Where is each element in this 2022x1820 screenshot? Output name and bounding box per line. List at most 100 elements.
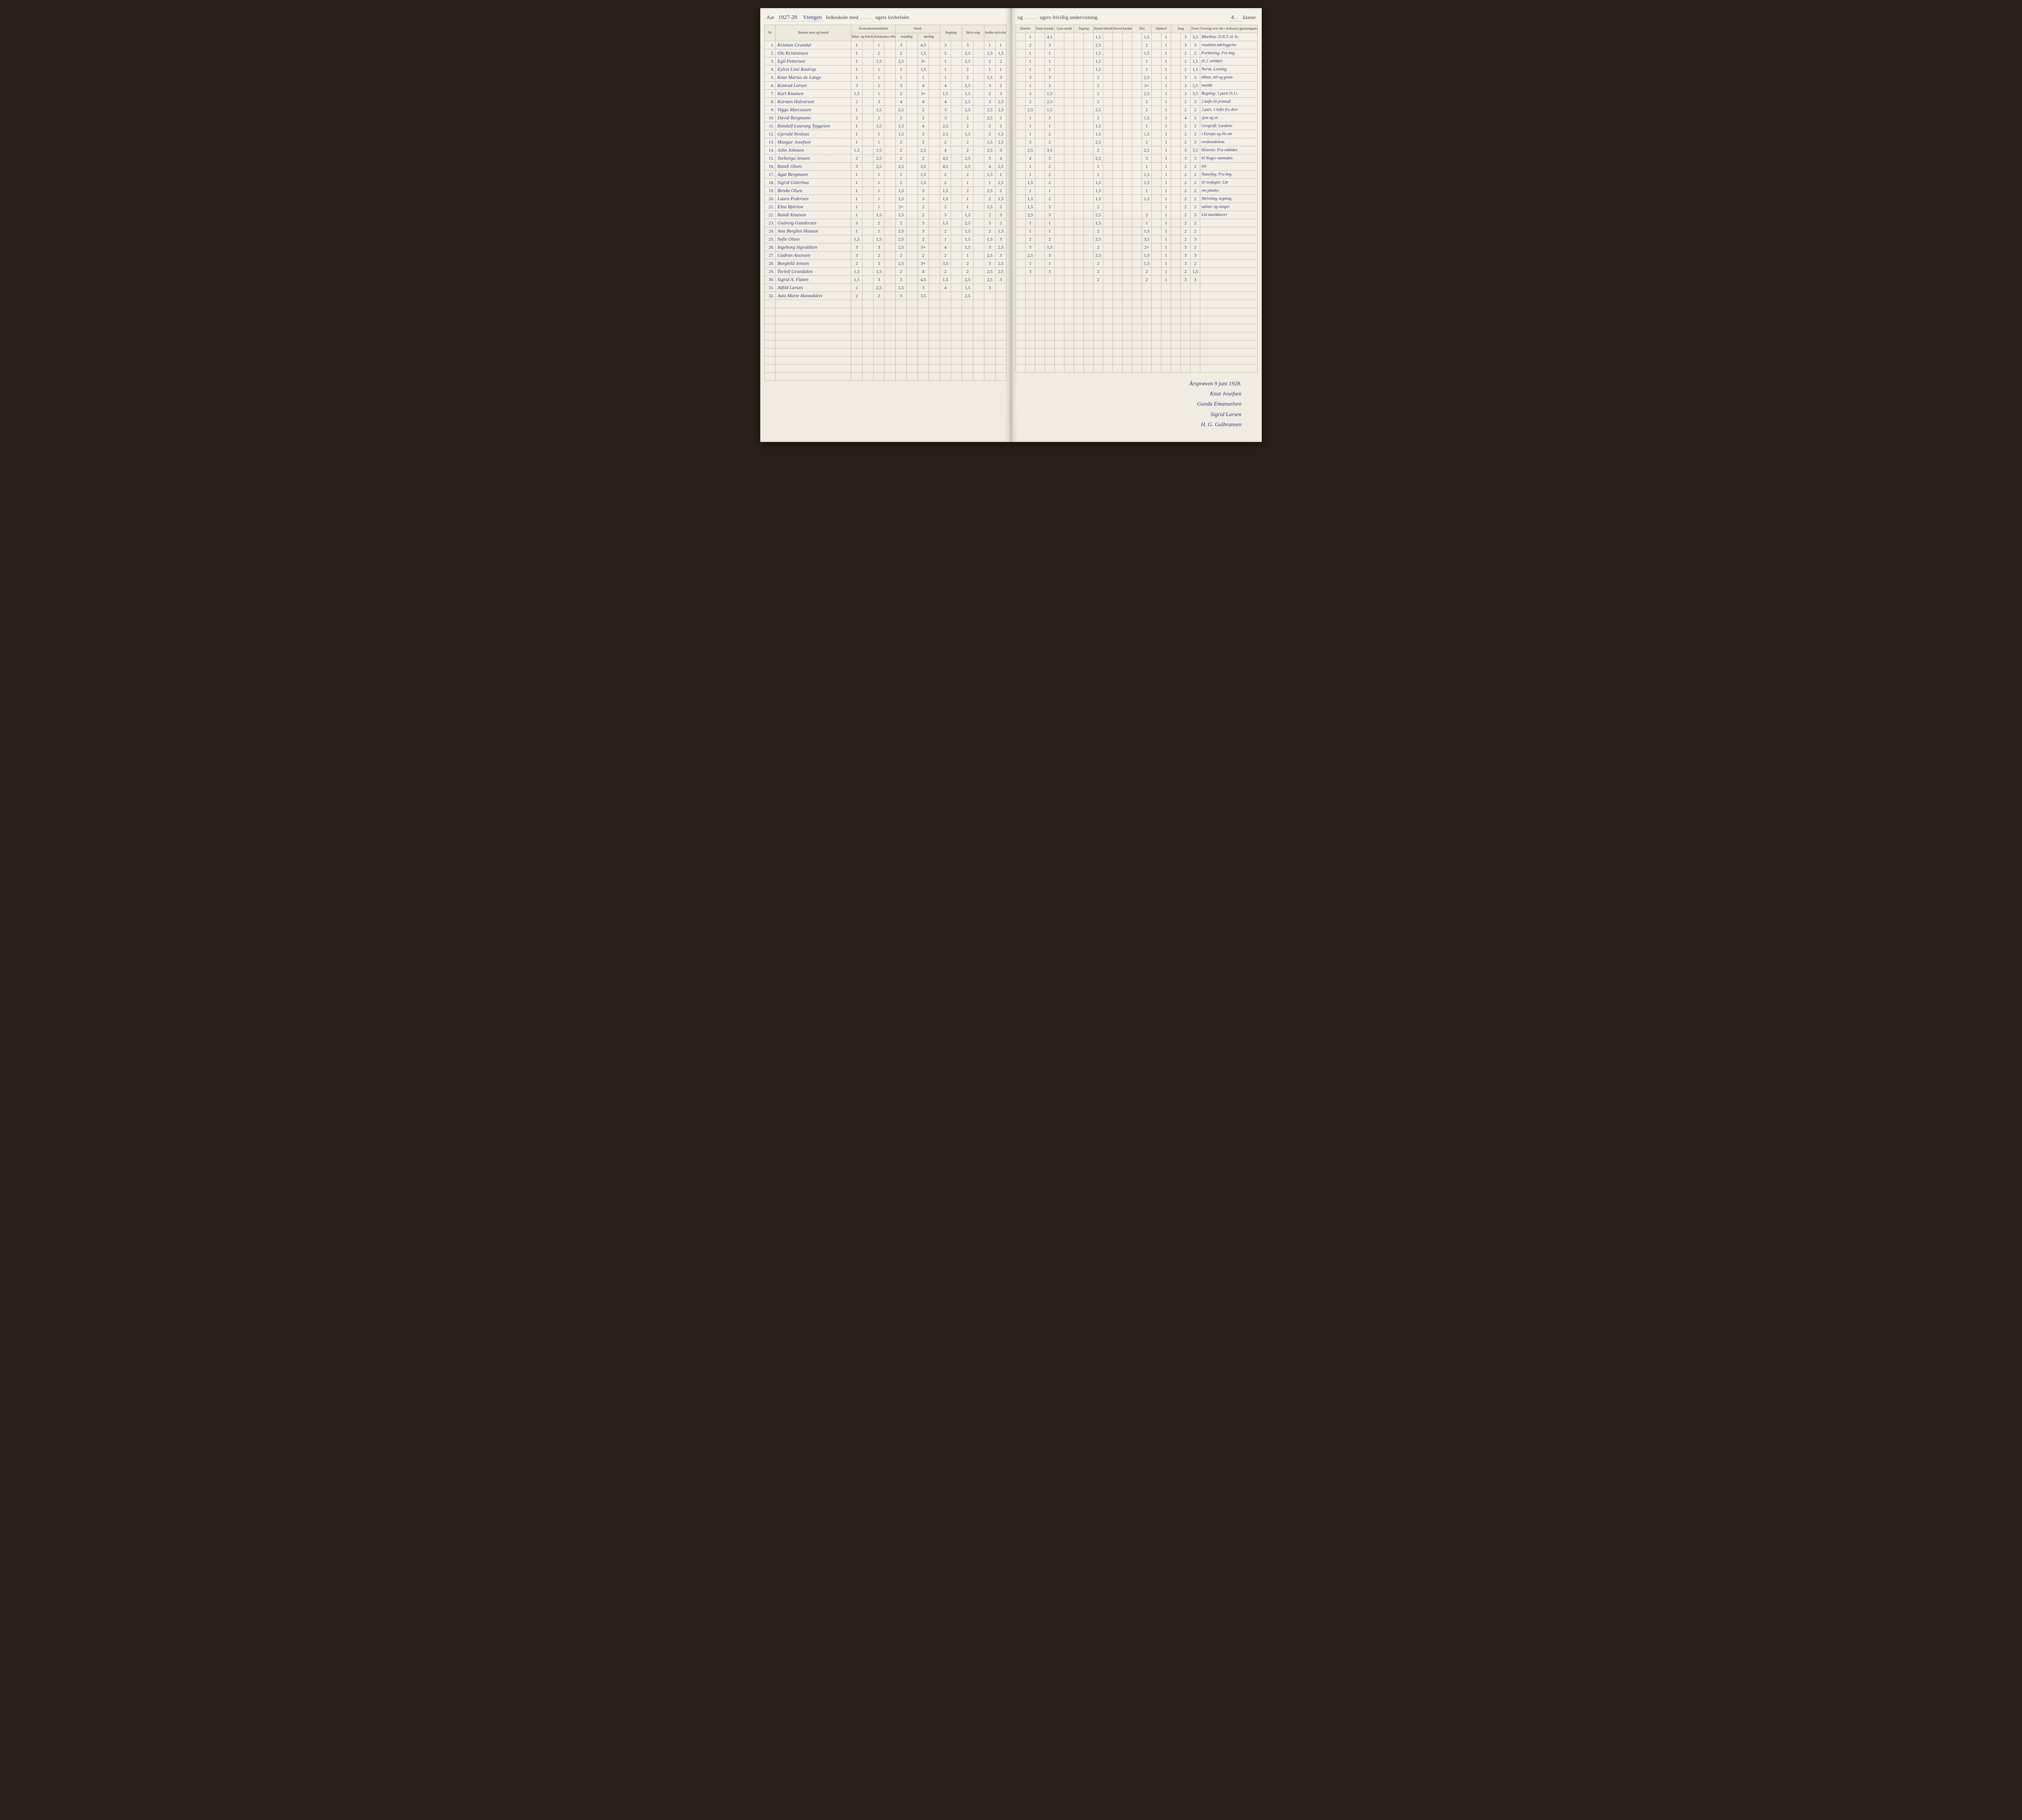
grade-cell <box>929 57 940 66</box>
empty-cell <box>918 308 929 316</box>
col-norsk: Norsk <box>895 25 940 33</box>
row-nr: 7. <box>765 90 776 98</box>
empty-cell <box>851 340 862 349</box>
grade-cell: 2 <box>1045 163 1055 171</box>
empty-cell <box>1103 324 1113 332</box>
grade-cell: 2,5 <box>895 163 906 171</box>
grade-cell: 2 <box>874 292 884 300</box>
empty-cell <box>929 365 940 373</box>
empty-cell <box>776 357 851 365</box>
empty-cell <box>1035 357 1045 365</box>
grade-cell <box>1171 235 1181 243</box>
grade-cell: 3 <box>1191 138 1200 146</box>
grade-cell <box>1123 227 1132 235</box>
grade-cell <box>1084 138 1093 146</box>
grade-cell <box>1064 122 1074 130</box>
empty-cell <box>1171 365 1181 373</box>
grade-cell <box>973 163 984 171</box>
sig-4: H. G. Gulbransen <box>1015 420 1242 430</box>
empty-cell <box>918 349 929 357</box>
grade-cell <box>1016 163 1026 171</box>
empty-cell <box>1045 349 1055 357</box>
table-row: 29.Torleif Grandalen1,51,524222,52,5 <box>765 268 1007 276</box>
empty-cell <box>874 332 884 340</box>
grade-cell: 3 <box>1191 114 1200 122</box>
grade-cell: 4,5 <box>918 276 929 284</box>
empty-cell <box>1161 308 1171 316</box>
empty-cell <box>1074 357 1084 365</box>
empty-cell <box>1191 340 1200 349</box>
grade-cell <box>1084 49 1093 57</box>
empty-cell <box>1093 292 1103 300</box>
grade-cell: 1,5 <box>874 235 884 243</box>
grade-cell <box>1055 276 1064 284</box>
grade-cell <box>1084 219 1093 227</box>
grade-cell <box>907 211 918 219</box>
grade-cell: 1 <box>874 179 884 187</box>
grade-cell: 1,5 <box>940 90 951 98</box>
table-row: 3322121,5 <box>1016 268 1258 276</box>
grade-cell: 1,5 <box>984 235 995 243</box>
grade-cell: 3 <box>1181 252 1191 260</box>
grade-cell: 1 <box>1026 260 1035 268</box>
grade-cell: 2 <box>1181 49 1191 57</box>
table-row: 1322+132,5matikk <box>1016 82 1258 90</box>
table-row: 111,51121,5Norsk: Lesning, <box>1016 66 1258 74</box>
grade-cell <box>1016 82 1026 90</box>
grade-cell <box>1152 122 1161 130</box>
grade-cell <box>1055 122 1064 130</box>
grade-cell <box>907 154 918 163</box>
student-name: Randi Olsen <box>776 163 851 171</box>
grade-cell: 1 <box>940 235 951 243</box>
grade-cell: 2 <box>1191 163 1200 171</box>
grade-cell <box>1074 211 1084 219</box>
grade-cell <box>1103 227 1113 235</box>
grade-cell <box>884 243 895 252</box>
grade-cell <box>884 82 895 90</box>
col-skrift: skriftlig <box>918 33 940 41</box>
grade-cell: 2 <box>1181 163 1191 171</box>
grade-cell <box>1035 33 1045 41</box>
empty-cell <box>1026 324 1035 332</box>
grade-cell <box>862 219 873 227</box>
grade-cell <box>1171 227 1181 235</box>
oversigt-cell <box>1200 243 1258 252</box>
grade-cell <box>1035 227 1045 235</box>
grade-cell: 2 <box>1093 82 1103 90</box>
grade-cell <box>929 260 940 268</box>
grade-cell: 3,5 <box>1045 146 1055 154</box>
grade-cell: 1,5 <box>995 195 1006 203</box>
grade-cell: 3 <box>874 276 884 284</box>
grade-cell: 1,5 <box>984 203 995 211</box>
grade-cell: 2 <box>851 154 862 163</box>
empty-cell <box>1132 308 1142 316</box>
grade-cell <box>1132 33 1142 41</box>
empty-cell <box>1074 292 1084 300</box>
grade-cell: 1,5 <box>895 195 906 203</box>
empty-cell <box>984 324 995 332</box>
grade-cell <box>884 74 895 82</box>
grade-cell <box>1123 114 1132 122</box>
grade-cell: 2,5 <box>1045 98 1055 106</box>
grade-cell <box>1113 211 1123 219</box>
grade-cell: 1,5 <box>940 187 951 195</box>
empty-cell <box>1191 308 1200 316</box>
grade-cell <box>1132 179 1142 187</box>
grade-cell: 1,5 <box>995 130 1006 138</box>
table-row <box>765 365 1007 373</box>
grade-cell: 2 <box>851 98 862 106</box>
grade-cell <box>929 179 940 187</box>
grade-cell: 1 <box>1045 57 1055 66</box>
table-row: 10.David Bergmann2222322,52 <box>765 114 1007 122</box>
grade-cell: 1 <box>851 171 862 179</box>
empty-cell <box>765 332 776 340</box>
grade-cell: 2 <box>1142 106 1152 114</box>
empty-cell <box>1103 316 1113 324</box>
empty-cell <box>1026 349 1035 357</box>
empty-cell <box>918 357 929 365</box>
empty-cell <box>940 332 951 340</box>
grade-cell: 3 <box>1181 41 1191 49</box>
grade-cell <box>1074 284 1084 292</box>
empty-cell <box>1191 332 1200 340</box>
grade-cell <box>1171 219 1181 227</box>
